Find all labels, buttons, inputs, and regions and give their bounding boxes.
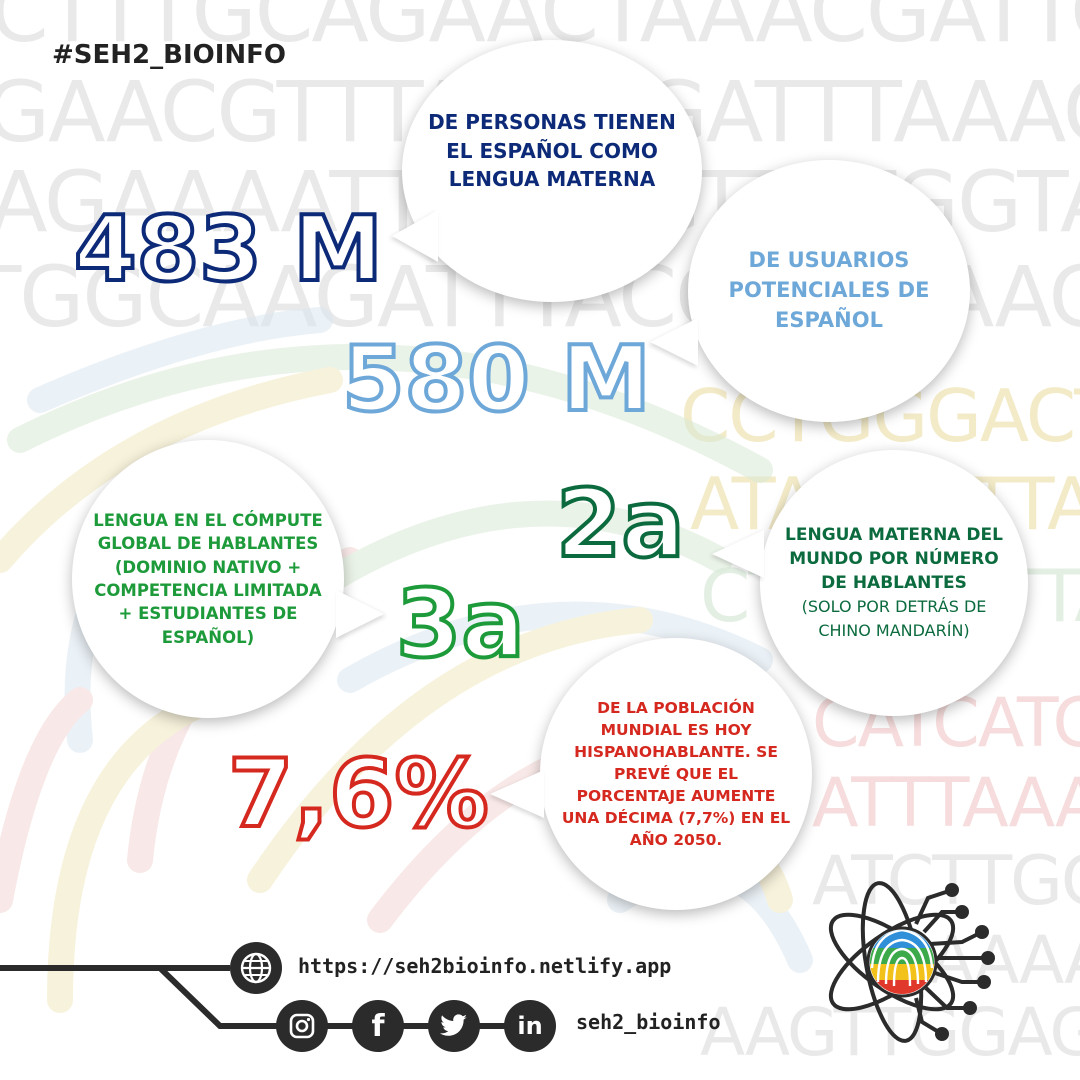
stat-note: (SOLO POR DETRÁS DE CHINO MANDARÍN) (801, 597, 987, 641)
stat-value-3a: 3a (394, 570, 527, 679)
seh2-bioinfo-logo (828, 881, 995, 1043)
dna-background-row: ATTTAAACCT (812, 764, 1080, 843)
stat-description: DE PERSONAS TIENEN EL ESPAÑOL COMO LENGU… (428, 110, 676, 192)
bubble-tail (712, 530, 764, 578)
website-link[interactable]: https://seh2bioinfo.netlify.app (298, 954, 672, 978)
stat-bubble-native-speakers: DE PERSONAS TIENEN EL ESPAÑOL COMO LENGU… (402, 40, 702, 302)
bubble-tail (336, 590, 384, 638)
stat-value-483m: 483 M (72, 197, 385, 302)
stat-bubble-population-share: DE LA POBLACIÓN MUNDIAL ES HOY HISPANOHA… (540, 638, 812, 910)
bubble-tail (490, 770, 544, 818)
stat-value-7-6-percent: 7,6% (226, 740, 491, 849)
dna-background-row: ATCTTGGGTT (812, 842, 1080, 921)
stat-description: DE LA POBLACIÓN MUNDIAL ES HOY HISPANOHA… (561, 699, 791, 849)
hashtag-title: #SEH2_BIOINFO (52, 40, 287, 70)
bubble-tail (392, 210, 438, 262)
facebook-icon[interactable]: f (352, 1000, 404, 1052)
stat-value-2a: 2a (554, 470, 687, 579)
social-handle[interactable]: seh2_bioinfo (576, 1010, 721, 1034)
globe-icon[interactable] (230, 942, 282, 994)
linkedin-icon[interactable]: in (504, 1000, 556, 1052)
stat-description: DE USUARIOS POTENCIALES DE ESPAÑOL (728, 248, 930, 332)
stat-bubble-global-rank: LENGUA EN EL CÓMPUTE GLOBAL DE HABLANTES… (72, 440, 344, 718)
stat-value-580m: 580 M (340, 327, 653, 432)
instagram-icon[interactable] (276, 1000, 328, 1052)
stat-bubble-potential-users: DE USUARIOS POTENCIALES DE ESPAÑOL (688, 160, 970, 422)
stat-description: LENGUA MATERNA DEL MUNDO POR NÚMERO DE H… (785, 524, 1003, 594)
stat-description: LENGUA EN EL CÓMPUTE GLOBAL DE HABLANTES… (93, 510, 323, 647)
stat-bubble-native-rank: LENGUA MATERNA DEL MUNDO POR NÚMERO DE H… (760, 450, 1028, 716)
twitter-icon[interactable] (428, 1000, 480, 1052)
bubble-tail (650, 318, 698, 366)
